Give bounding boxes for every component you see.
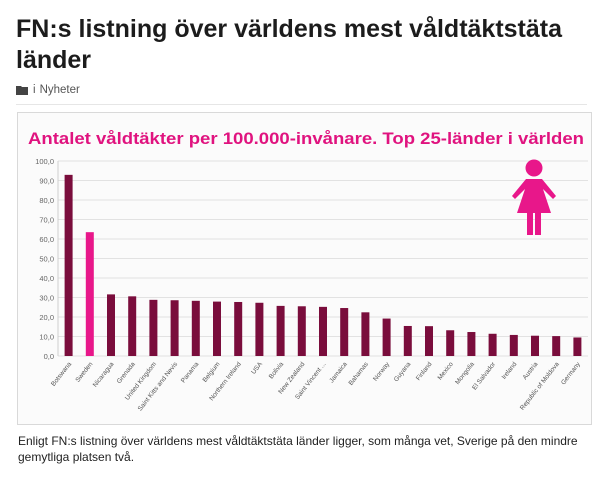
x-tick-label: Austria (522, 361, 540, 382)
bar-bolivia (276, 305, 285, 356)
y-tick-label: 80,0 (39, 196, 54, 205)
bar-guyana (403, 325, 412, 356)
category-link[interactable]: Nyheter (39, 84, 80, 96)
x-tick-label: Norway (372, 360, 392, 382)
female-symbol-icon (512, 159, 556, 235)
bar-chart: Antalet våldtäkter per 100.000-invånare.… (28, 129, 588, 412)
x-tick-label: USA (250, 360, 264, 375)
divider (16, 104, 587, 105)
bar-saint-vincent (319, 306, 327, 356)
y-tick-label: 90,0 (39, 177, 54, 186)
x-tick-label: Mexico (437, 361, 455, 382)
y-tick-label: 0,0 (44, 352, 54, 361)
article-caption: Enligt FN:s listning över världens mest … (18, 434, 578, 464)
chart-bars (64, 174, 582, 356)
x-tick-label: Mongolia (454, 361, 476, 386)
x-tick-label: Ireland (501, 361, 519, 381)
bar-jamaica (340, 308, 349, 356)
y-tick-label: 60,0 (39, 235, 54, 244)
y-tick-label: 30,0 (39, 294, 54, 303)
x-tick-label: Belgium (202, 361, 222, 384)
y-tick-label: 70,0 (39, 216, 54, 225)
x-tick-label: Sweden (74, 361, 94, 384)
category-prefix: i (33, 84, 36, 96)
bar-united-kingdom (149, 299, 158, 356)
x-tick-label: Grenada (116, 361, 137, 386)
x-tick-label: Panama (180, 361, 201, 385)
bar-nicaragua (107, 294, 115, 356)
x-tick-label: Nicaragua (92, 361, 116, 389)
y-axis: 0,0 10,0 20,0 30,0 40,0 50,0 60,0 70,0 80,0 90,0 1… (35, 157, 59, 361)
x-tick-label: Germany (560, 360, 582, 386)
bar-ireland (509, 334, 518, 356)
bar-norway (382, 318, 391, 356)
bar-belgium (213, 301, 221, 356)
bar-finland (425, 326, 433, 356)
chart-image: Antalet våldtäkter per 100.000-invånare.… (17, 112, 592, 425)
y-tick-label: 40,0 (39, 274, 54, 283)
x-tick-label: Finland (415, 361, 434, 382)
article-title: FN:s listning över världens mest våldtäk… (16, 15, 563, 74)
bar-northern-ireland (234, 301, 243, 356)
x-tick-label: Guyana (393, 361, 413, 384)
x-tick-label: Saint Kitts and Nevis (137, 360, 180, 412)
y-tick-label: 10,0 (39, 333, 54, 342)
bar-panama (191, 300, 200, 356)
x-tick-label: Jamaica (328, 361, 349, 385)
y-tick-label: 20,0 (39, 313, 54, 322)
folder-icon (16, 85, 29, 95)
bar-el-salvador (488, 333, 497, 356)
bar-austria (531, 335, 539, 356)
x-tick-label: Bahamas (348, 360, 371, 387)
post-meta: i Nyheter (16, 84, 80, 96)
bar-germany (573, 337, 582, 356)
chart-grid (58, 160, 588, 357)
bar-sweden (85, 232, 94, 356)
x-tick-label: Bolivia (268, 361, 286, 381)
chart-title: Antalet våldtäkter per 100.000-invånare.… (28, 129, 584, 148)
bar-mexico (446, 330, 455, 356)
bar-bahamas (361, 312, 370, 356)
bar-grenada (128, 296, 137, 356)
bar-republic-of-moldova (552, 336, 561, 356)
x-tick-label: Republic of Moldova (519, 361, 561, 412)
bar-mongolia (467, 332, 476, 356)
bar-new-zealand (297, 306, 306, 356)
y-tick-label: 100,0 (35, 157, 54, 166)
bar-botswana (64, 174, 73, 356)
bar-saint-kitts-and-nevis (170, 300, 179, 356)
y-tick-label: 50,0 (39, 255, 54, 264)
bar-usa (255, 302, 264, 356)
x-tick-label: Botswana (50, 361, 73, 388)
